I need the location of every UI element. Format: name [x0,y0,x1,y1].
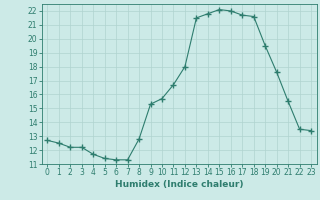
X-axis label: Humidex (Indice chaleur): Humidex (Indice chaleur) [115,180,244,189]
